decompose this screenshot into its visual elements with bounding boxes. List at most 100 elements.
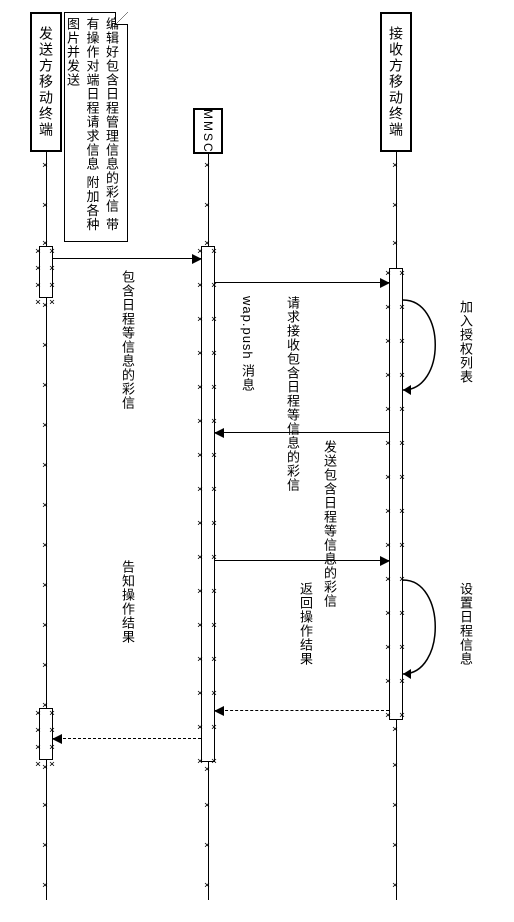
activation-tick: ×: [35, 297, 41, 308]
activation-tick: ×: [197, 382, 203, 393]
lifeline-tick: ×: [204, 160, 210, 171]
activation-tick: ×: [385, 370, 391, 381]
lifeline-tick: ×: [42, 200, 48, 211]
activation-tick: ×: [211, 552, 217, 563]
activation-tick: ×: [197, 688, 203, 699]
activation-tick: ×: [399, 676, 405, 687]
arrow-m6: [53, 738, 201, 739]
activation-tick: ×: [399, 574, 405, 585]
self-arc-1-label: 加入授权列表: [456, 300, 475, 384]
lifeline-tick: ×: [392, 840, 398, 851]
lifeline-tick: ×: [42, 880, 48, 891]
arrow-m6-label: 告知操作结果: [118, 560, 137, 644]
activation-tick: ×: [35, 263, 41, 274]
activation-tick: ×: [211, 246, 217, 257]
activation-tick: ×: [399, 268, 405, 279]
activation-tick: ×: [211, 756, 217, 767]
activation-tick: ×: [211, 280, 217, 291]
arrow-m1-label: 包含日程等信息的彩信: [118, 270, 137, 410]
activation-tick: ×: [211, 518, 217, 529]
activation-tick: ×: [49, 742, 55, 753]
activation-tick: ×: [197, 552, 203, 563]
activation-tick: ×: [399, 302, 405, 313]
participant-sender: 发送方移动终端: [30, 12, 62, 152]
lifeline-tick: ×: [204, 800, 210, 811]
activation-tick: ×: [197, 450, 203, 461]
activation-tick: ×: [197, 518, 203, 529]
lifeline-tick: ×: [204, 764, 210, 775]
lifeline-tick: ×: [42, 238, 48, 249]
activation-tick: ×: [211, 382, 217, 393]
lifeline-tick: ×: [392, 880, 398, 891]
activation-tick: ×: [49, 297, 55, 308]
activation-tick: ×: [399, 336, 405, 347]
activation-tick: ×: [385, 404, 391, 415]
lifeline-tick: ×: [392, 800, 398, 811]
lifeline-tick: ×: [42, 340, 48, 351]
activation-tick: ×: [49, 725, 55, 736]
participant-mmsc: MMSC: [193, 108, 223, 154]
activation-tick: ×: [399, 642, 405, 653]
participant-mmsc-label: MMSC: [201, 109, 215, 154]
activation-tick: ×: [197, 348, 203, 359]
activation-tick: ×: [35, 708, 41, 719]
activation-tick: ×: [385, 676, 391, 687]
activation-tick: ×: [211, 654, 217, 665]
activation-tick: ×: [385, 506, 391, 517]
activation-tick: ×: [197, 246, 203, 257]
activation-tick: ×: [35, 246, 41, 257]
activation-tick: ×: [197, 484, 203, 495]
note-edit-mms: 编辑好包含日程管理信息的彩信 带有操作对端日程请求信息 附加各种图片并发送: [64, 12, 128, 242]
lifeline-tick: ×: [392, 200, 398, 211]
self-arc-2: [396, 572, 456, 692]
arrow-m4: [215, 560, 389, 561]
arrow-m2-label: wap.push 消息: [238, 296, 257, 392]
arrow-m3: [215, 432, 389, 433]
lifeline-tick: ×: [42, 300, 48, 311]
lifeline-tick: ×: [42, 540, 48, 551]
lifeline-tick: ×: [392, 724, 398, 735]
activation-tick: ×: [211, 416, 217, 427]
lifeline-tick: ×: [42, 840, 48, 851]
activation-tick: ×: [211, 620, 217, 631]
lifeline-tick: ×: [204, 238, 210, 249]
lifeline-tick: ×: [392, 238, 398, 249]
activation-tick: ×: [197, 416, 203, 427]
lifeline-tick: ×: [392, 760, 398, 771]
activation-tick: ×: [399, 370, 405, 381]
activation-tick: ×: [399, 472, 405, 483]
activation-tick: ×: [211, 348, 217, 359]
activation-tick: ×: [399, 404, 405, 415]
lifeline-tick: ×: [42, 160, 48, 171]
lifeline-tick: ×: [42, 500, 48, 511]
activation-tick: ×: [399, 608, 405, 619]
arrow-m2: [215, 282, 389, 283]
note-line-1: 编辑好包含日程管理信息的彩信: [104, 17, 119, 213]
lifeline-tick: ×: [42, 800, 48, 811]
lifeline-tick: ×: [42, 660, 48, 671]
lifeline-tick: ×: [204, 840, 210, 851]
participant-receiver: 接收方移动终端: [380, 12, 412, 152]
participant-sender-label: 发送方移动终端: [36, 26, 56, 138]
arrow-m3-label: 请求接收包含日程等信息的彩信: [283, 296, 302, 492]
lifeline-tick: ×: [42, 700, 48, 711]
activation-tick: ×: [35, 759, 41, 770]
activation-tick: ×: [211, 586, 217, 597]
lifeline-tick: ×: [204, 200, 210, 211]
lifeline-tick: ×: [42, 420, 48, 431]
activation-tick: ×: [49, 708, 55, 719]
activation-tick: ×: [35, 280, 41, 291]
participant-receiver-label: 接收方移动终端: [386, 26, 406, 138]
arrow-m5-label: 返回操作结果: [296, 582, 315, 666]
activation-tick: ×: [197, 654, 203, 665]
activation-tick: ×: [385, 540, 391, 551]
activation-tick: ×: [385, 574, 391, 585]
activation-tick: ×: [35, 725, 41, 736]
activation-tick: ×: [385, 642, 391, 653]
lifeline-tick: ×: [42, 762, 48, 773]
activation-tick: ×: [197, 620, 203, 631]
activation-tick: ×: [211, 722, 217, 733]
activation-tick: ×: [385, 710, 391, 721]
activation-tick: ×: [385, 472, 391, 483]
activation-tick: ×: [385, 268, 391, 279]
